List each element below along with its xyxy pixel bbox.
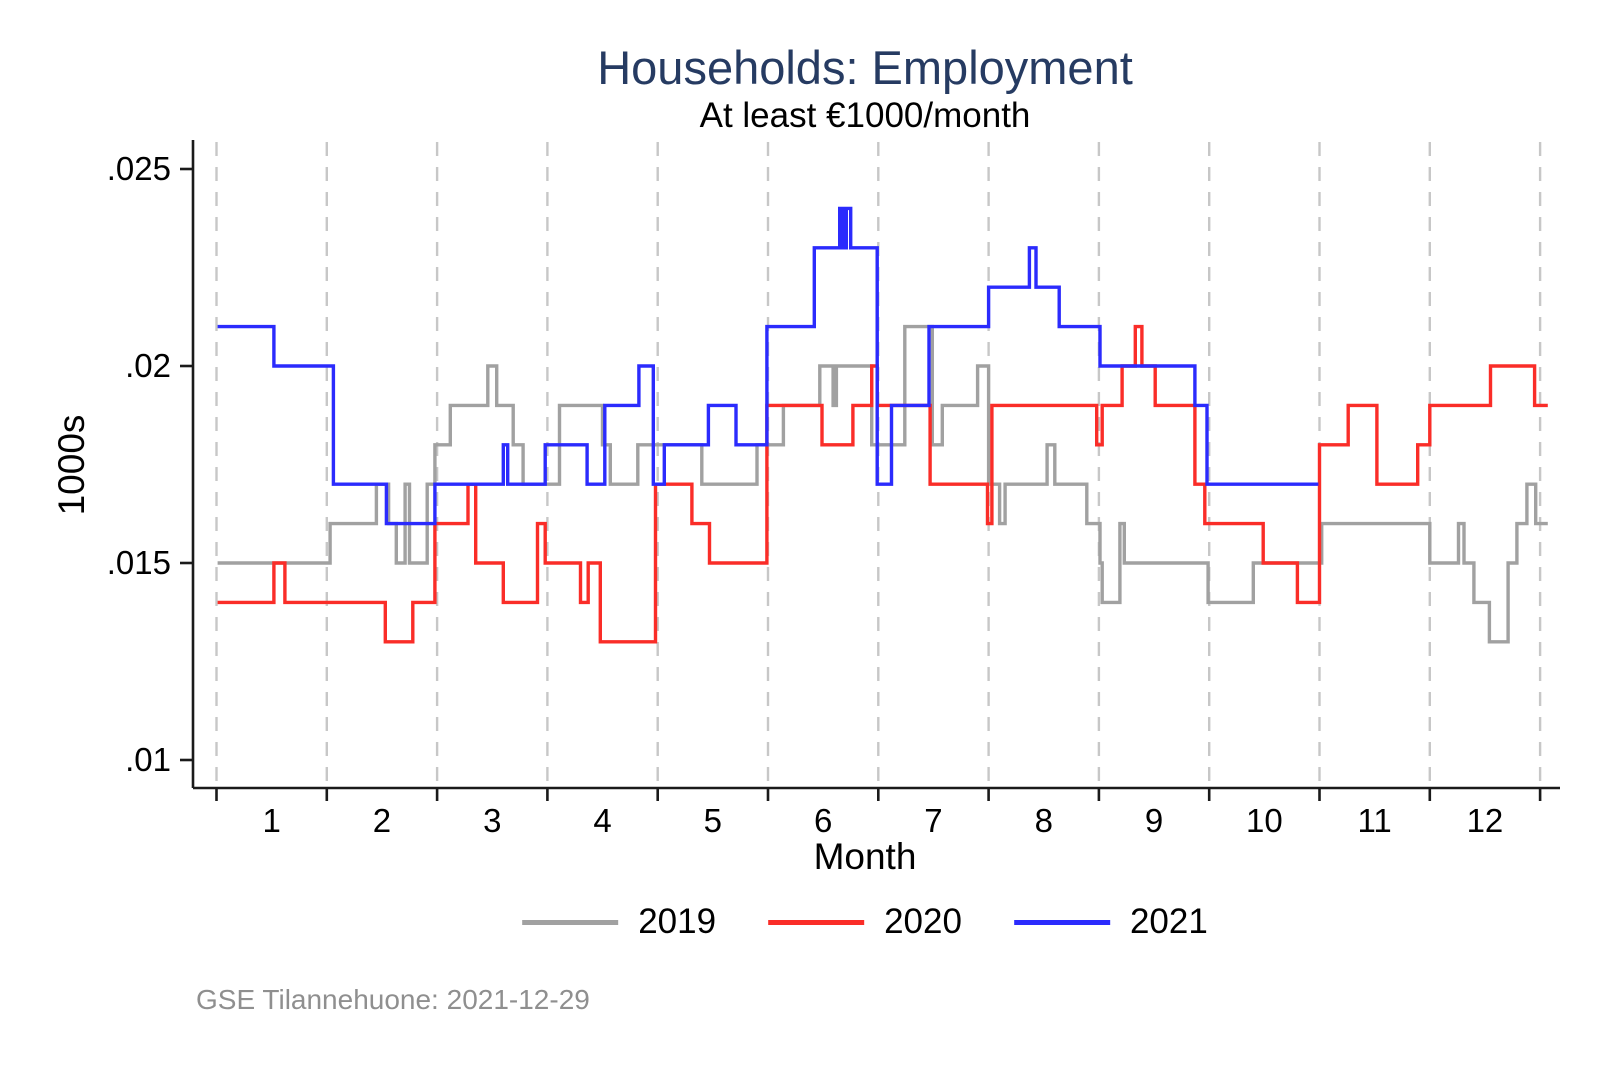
chart-subtitle: At least €1000/month — [699, 96, 1031, 135]
y-tick-label: .01 — [125, 741, 171, 778]
x-tick-label: 11 — [1358, 802, 1392, 839]
legend-item-2021: 2021 — [1013, 902, 1208, 941]
legend-line-sample-2019 — [522, 919, 619, 925]
x-tick-label: 2 — [373, 802, 391, 839]
y-tick-label: .02 — [125, 347, 171, 384]
x-axis-title: Month — [813, 836, 917, 877]
source-note: GSE Tilannehuone: 2021-12-29 — [196, 984, 590, 1015]
legend-label: 2019 — [638, 902, 717, 941]
legend-item-2019: 2019 — [522, 903, 716, 941]
x-tick-label: 4 — [593, 802, 611, 839]
x-tick-label: 6 — [814, 802, 832, 839]
chart-title: Households: Employment — [597, 41, 1133, 94]
x-tick-label: 3 — [483, 802, 501, 839]
x-tick-label: 1 — [262, 802, 280, 839]
series-line-2019 — [217, 324, 1548, 644]
legend: 2019 2020 2021 — [522, 903, 1208, 941]
legend-item-2020: 2020 — [768, 903, 962, 941]
x-tick-label: 7 — [924, 802, 942, 839]
x-tick-label: 12 — [1467, 802, 1504, 839]
y-tick-label: .015 — [107, 544, 171, 581]
x-tick-label: 10 — [1246, 802, 1283, 839]
legend-line-sample-2020 — [768, 919, 865, 925]
legend-label: 2020 — [884, 902, 962, 941]
legend-line-sample-2021 — [1013, 919, 1110, 925]
x-tick-label: 5 — [704, 802, 722, 839]
series-line-2021 — [217, 206, 1319, 526]
x-tick-label: 9 — [1145, 802, 1163, 839]
x-tick-label: 8 — [1035, 802, 1053, 839]
legend-label: 2021 — [1129, 902, 1208, 941]
y-tick-label: .025 — [107, 150, 171, 187]
